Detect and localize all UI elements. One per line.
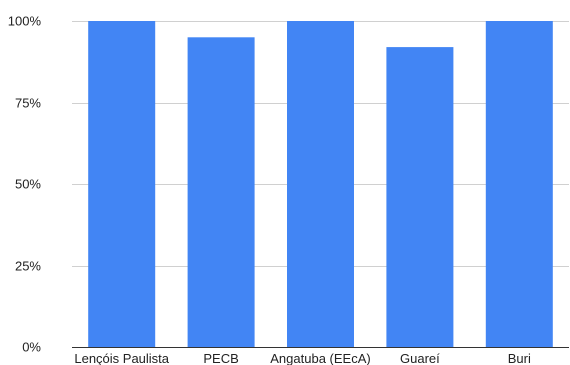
bar [485,21,553,347]
x-category-label: Lençóis Paulista [74,351,169,365]
y-tick-label: 75% [15,96,41,111]
y-tick-label: 0% [22,340,41,355]
bar [187,37,255,348]
bar [88,21,156,347]
bar [386,47,454,347]
x-category-label: Angatuba (EEcA) [270,351,370,365]
bars [88,21,553,348]
y-tick-label: 25% [15,259,41,274]
y-axis-tick-labels: 0% 25% 50% 75% 100% [8,14,42,355]
y-tick-label: 50% [15,177,41,192]
y-tick-label: 100% [8,14,42,29]
bar [287,21,354,347]
x-category-label: PECB [203,351,238,365]
x-category-label: Buri [508,351,531,365]
x-category-label: Guareí [400,351,440,365]
x-axis-category-labels: Lençóis Paulista PECB Angatuba (EEcA) Guare… [74,351,531,365]
